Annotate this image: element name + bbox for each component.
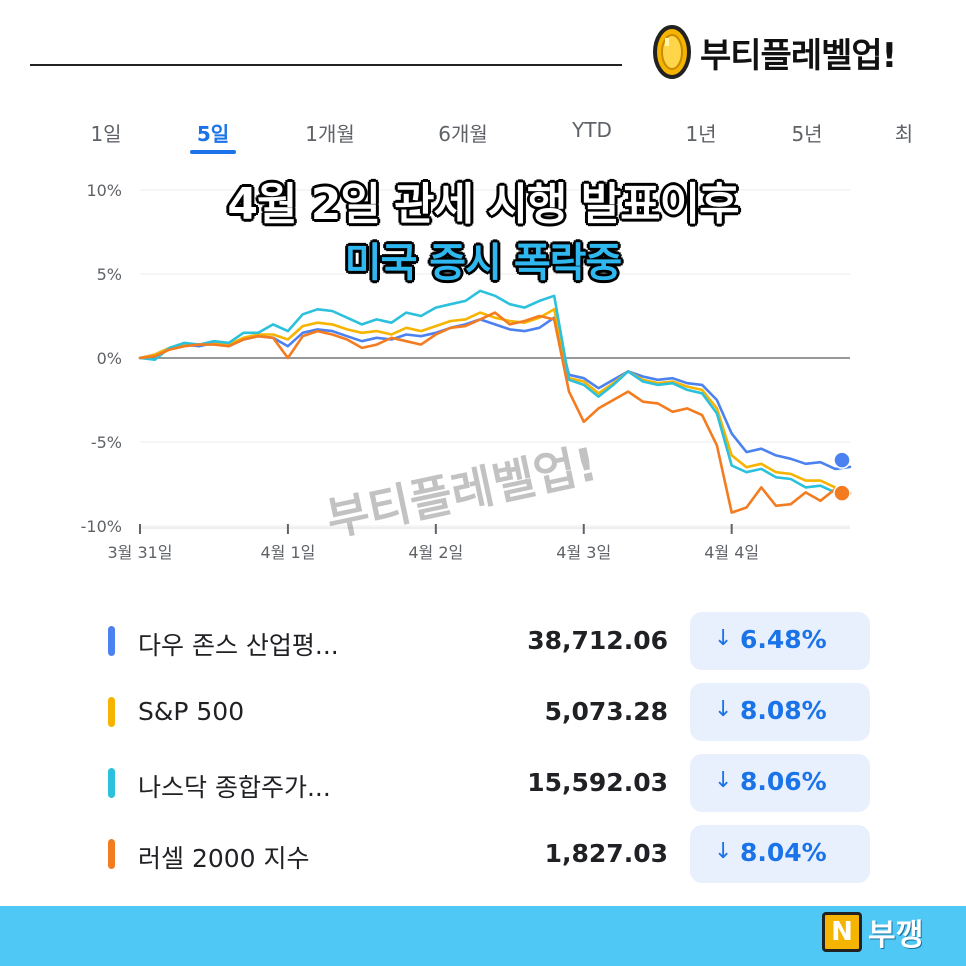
series-color-marker (108, 697, 115, 727)
tab-max[interactable]: 최 (894, 122, 914, 146)
footer-brand-text: 부깽 (868, 918, 924, 953)
y-tick-label: -10% (81, 517, 122, 536)
index-name: 러셀 2000 지수 (138, 844, 310, 873)
top-divider (30, 64, 622, 66)
n-badge-icon: N (822, 912, 862, 952)
change-percent: 8.08% (740, 696, 827, 725)
down-arrow-icon: ↓ (714, 768, 733, 793)
down-arrow-icon: ↓ (714, 839, 733, 864)
x-tick-label: 4월 4일 (704, 543, 759, 562)
change-badge: ↓ 6.48% (690, 612, 870, 670)
line-chart: 10% 5% 0% -5% -10% 3월 31일 4월 1일 4월 2일 4월 3일 4월 4일 (81, 181, 852, 562)
series-color-marker (108, 768, 115, 798)
x-tick-label: 4월 2일 (408, 543, 463, 562)
tab-1d[interactable]: 1일 (90, 122, 122, 146)
headline-line-2: 미국 증시 폭락중 (344, 240, 622, 286)
x-tick-label: 3월 31일 (107, 543, 172, 562)
change-percent: 8.06% (740, 767, 827, 796)
index-name: S&P 500 (138, 697, 245, 726)
y-tick-label: 0% (97, 349, 122, 368)
series-color-marker (108, 626, 115, 656)
brand-logo: 부티플레벨업! (652, 24, 897, 80)
range-tabs: 1일 5일 1개월 6개월 YTD 1년 5년 최 (0, 118, 966, 158)
series-color-marker (108, 839, 115, 869)
series-line (138, 316, 852, 471)
tab-1y[interactable]: 1년 (685, 122, 717, 146)
headline-line-1: 4월 2일 관세 시행 발표이후 (227, 179, 739, 230)
tab-5d[interactable]: 5일 (196, 122, 230, 146)
tab-ytd[interactable]: YTD (572, 118, 612, 142)
list-item[interactable]: 다우 존스 산업평... 38,712.06 ↓ 6.48% (70, 612, 890, 672)
change-badge: ↓ 8.04% (690, 825, 870, 883)
tab-6m[interactable]: 6개월 (438, 122, 488, 146)
series-line (138, 308, 852, 496)
y-tick-label: 10% (86, 181, 122, 200)
footer-logo: N 부깽 (822, 910, 923, 954)
change-percent: 6.48% (740, 625, 827, 654)
list-item[interactable]: 러셀 2000 지수 1,827.03 ↓ 8.04% (70, 825, 890, 885)
change-badge: ↓ 8.08% (690, 683, 870, 741)
series-line (138, 311, 852, 514)
y-tick-label: 5% (97, 265, 122, 284)
index-value: 5,073.28 (544, 697, 668, 726)
index-value: 1,827.03 (544, 839, 668, 868)
active-tab-indicator (190, 150, 236, 154)
series-end-marker (833, 484, 851, 502)
index-name: 다우 존스 산업평... (138, 631, 339, 660)
footer-bar (0, 906, 966, 966)
coin-icon (653, 25, 691, 79)
x-tick-label: 4월 1일 (260, 543, 315, 562)
change-percent: 8.04% (740, 838, 827, 867)
brand-text: 부티플레벨업! (700, 35, 897, 76)
index-value: 15,592.03 (527, 768, 668, 797)
down-arrow-icon: ↓ (714, 697, 733, 722)
down-arrow-icon: ↓ (714, 626, 733, 651)
tab-1m[interactable]: 1개월 (305, 122, 355, 146)
tab-5y[interactable]: 5년 (791, 122, 823, 146)
series-line (138, 289, 852, 495)
list-item[interactable]: 나스닥 종합주가... 15,592.03 ↓ 8.06% (70, 754, 890, 814)
list-item[interactable]: S&P 500 5,073.28 ↓ 8.08% (70, 683, 890, 743)
index-value: 38,712.06 (527, 626, 668, 655)
series-end-marker (833, 451, 851, 469)
y-tick-label: -5% (91, 433, 122, 452)
x-tick-label: 4월 3일 (556, 543, 611, 562)
index-name: 나스닥 종합주가... (138, 773, 331, 802)
change-badge: ↓ 8.06% (690, 754, 870, 812)
